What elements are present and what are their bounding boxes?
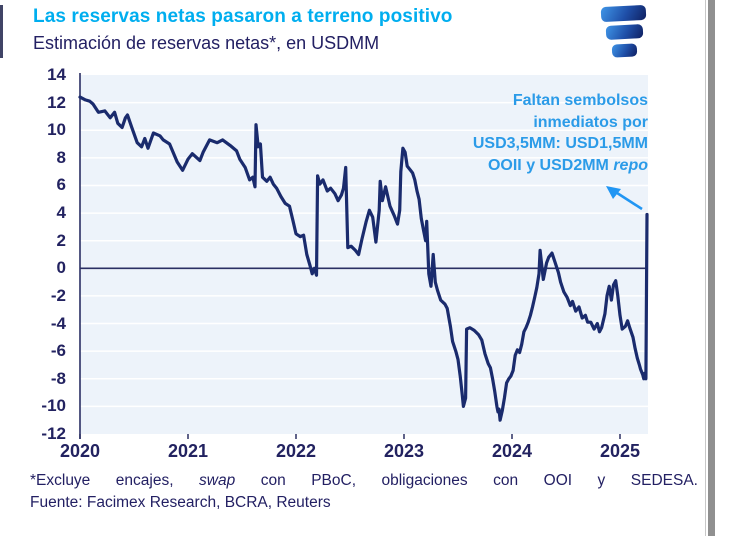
y-tick-label: -2 [50,285,66,305]
annotation-arrow-icon [606,186,621,199]
annotation-arrow-shaft [613,189,643,211]
annotation-line: USD3,5MM: USD1,5MM [472,135,648,152]
x-tick-label: 2025 [599,441,641,461]
y-tick-label: -4 [50,313,66,333]
x-tick-label: 2024 [491,441,533,461]
y-tick-label: -12 [41,424,66,443]
y-tick-label: -8 [50,368,66,388]
y-tick-label: 12 [47,92,66,112]
y-tick-label: 0 [56,258,66,278]
y-tick-label: 14 [47,65,66,84]
y-tick-label: 2 [56,230,66,250]
y-tick-label: -10 [41,396,66,416]
y-tick-label: 8 [56,147,66,167]
x-tick-label: 2020 [59,441,101,461]
y-tick-label: 10 [47,120,66,140]
x-tick-label: 2021 [167,441,209,461]
annotation-callout: Faltan sembolsos inmediatos por USD3,5MM… [418,90,648,176]
chart-title: Las reservas netas pasaron a terreno pos… [33,6,453,27]
footnote: *Excluye encajes, swap con PBoC, obligac… [30,472,698,489]
window-border-left [0,5,3,58]
y-tick-label: 6 [56,175,66,195]
chart-subtitle: Estimación de reservas netas*, en USDMM [33,33,380,53]
window-border-right [705,0,706,536]
x-tick-label: 2022 [275,441,317,461]
y-tick-label: -6 [50,341,66,361]
annotation-line: OOII y USD2MM repo [487,156,648,174]
annotation-line: inmediatos por [533,113,648,131]
x-tick-label: 2023 [383,441,425,461]
net-reserves-series-line [78,95,649,422]
annotation-line: Faltan sembolsos [512,92,648,109]
y-tick-label: 4 [56,203,66,223]
source-line: Fuente: Facimex Research, BCRA, Reuters [30,494,331,511]
scrollbar[interactable] [708,0,715,536]
